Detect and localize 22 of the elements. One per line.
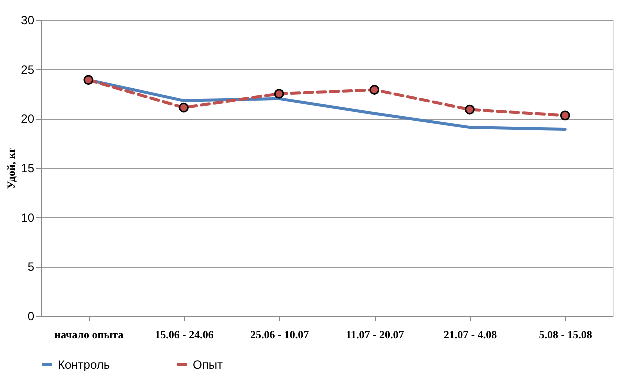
x-tick-label: 15.06 - 24.06: [155, 330, 214, 342]
point: [179, 102, 189, 113]
y-tick-label: 30: [21, 14, 35, 28]
y-tick-label: 25: [21, 62, 35, 77]
point: [465, 104, 475, 115]
x-tick-label: 25.06 - 10.07: [250, 330, 310, 342]
y-tick-label: 5: [28, 260, 35, 274]
x-tick-label: 11.07 - 20.07: [346, 330, 405, 342]
x-tick-label: 21.07 - 4.08: [444, 330, 498, 342]
y-tick-label: 20: [21, 112, 35, 126]
x-tick-label: начало опыта: [54, 330, 124, 342]
y-tick-label: 0: [28, 310, 35, 324]
point: [560, 110, 570, 121]
y-axis-title: Удой, кг: [6, 148, 18, 190]
point: [274, 89, 284, 99]
y-tick-label: 15: [21, 162, 35, 176]
point: [84, 75, 94, 86]
point: [370, 85, 380, 95]
legend-label: Контроль: [58, 358, 110, 372]
y-tick-label: 10: [21, 210, 35, 225]
x-tick-label: 5.08 - 15.08: [539, 330, 593, 342]
legend-label: Опыт: [193, 358, 224, 372]
